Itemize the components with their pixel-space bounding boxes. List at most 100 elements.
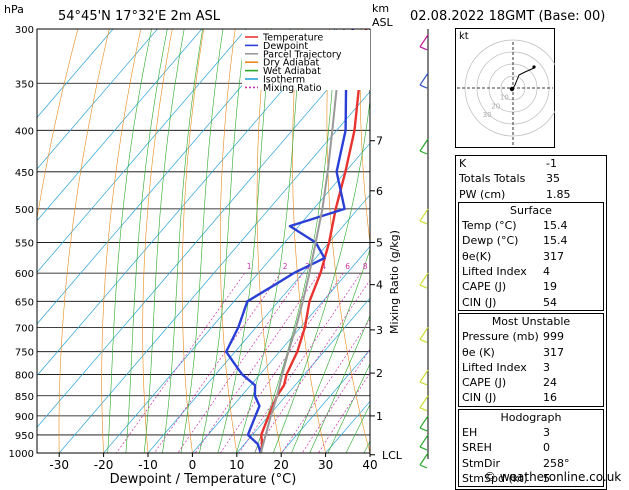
wet-adiabat-line	[162, 29, 203, 453]
mixing-ratio-line	[153, 272, 281, 453]
dry-adiabat-line	[359, 29, 370, 245]
height-tick-label: 3	[376, 324, 383, 337]
asl-unit-label: ASL	[372, 16, 394, 29]
site-credit: © weatheronline.co.uk	[484, 470, 622, 484]
mixing-ratio-label: 4	[321, 262, 326, 271]
surface-box: Surface Temp (°C) 15.4 Dewp (°C) 15.4 θe(K) 3…	[458, 201, 604, 311]
hodograph-stats-title: Hodograph	[500, 410, 562, 424]
storm-motion-point	[532, 65, 536, 69]
most-unstable-stat-value: 317	[543, 345, 564, 359]
pressure-tick-label: 650	[15, 297, 34, 308]
surface-stat-value: 317	[543, 249, 564, 263]
surface-stat-row: CIN (J) 54	[459, 295, 603, 310]
pressure-tick-label: 850	[15, 392, 34, 403]
surface-stat-label: CAPE (J)	[462, 280, 507, 294]
isotherm-line	[236, 297, 370, 453]
pressure-tick-label: 1000	[9, 449, 34, 460]
totals-row: Totals Totals 35	[456, 171, 606, 186]
mixing-ratio-label: 25	[437, 262, 447, 271]
isotherm-line	[37, 29, 336, 377]
height-tick-label: 4	[376, 279, 383, 292]
mixing-ratio-label: 15	[403, 262, 413, 271]
most-unstable-stat-label: CIN (J)	[462, 391, 497, 405]
wind-barb	[419, 395, 429, 409]
hodograph-stat-value: 5	[543, 471, 550, 485]
x-axis-title: Dewpoint / Temperature (°C)	[110, 472, 297, 486]
surface-stat-value: 15.4	[543, 234, 568, 248]
isotherm-line	[37, 29, 203, 222]
dry-adiabat-line	[326, 29, 370, 453]
surface-stat-label: Lifted Index	[462, 265, 527, 279]
wet-adiabat-line	[345, 403, 370, 453]
legend-entry: Isotherm	[263, 75, 305, 86]
mixing-ratio-axis-title: Mixing Ratio (g/kg)	[388, 230, 401, 334]
wind-barb-flag	[419, 338, 428, 343]
wind-barb	[419, 415, 429, 429]
surface-stat-label: θe(K)	[462, 249, 492, 263]
wind-barb-flag	[419, 150, 428, 155]
pressure-tick-label: 350	[15, 79, 34, 90]
hodograph-stat-value: 0	[543, 441, 550, 455]
k-index-value: -1	[546, 157, 557, 170]
wet-adiabat-line	[291, 248, 370, 453]
hodograph-stat-value: 258°	[543, 456, 570, 470]
height-tick-label: 1	[376, 410, 383, 423]
wind-barb	[419, 72, 429, 86]
isotherm-line	[191, 245, 370, 453]
isotherm-line	[103, 142, 370, 453]
most-unstable-stat-value: 999	[543, 330, 564, 344]
legend-entry: Mixing Ratio	[263, 83, 322, 94]
temperature-tick-label: 20	[274, 458, 289, 472]
parcel-trajectory-line	[259, 29, 345, 453]
most-unstable-stat-row: Pressure (mb) 999	[459, 329, 603, 344]
axes: 3003504004505005506006507007508008509009…	[9, 25, 403, 472]
legend-entry: Parcel Trajectory	[263, 49, 342, 60]
hodograph-stat-row: EH 3	[459, 425, 603, 440]
wind-barb-flag	[419, 381, 428, 386]
hodograph-trace	[512, 67, 535, 89]
most-unstable-title: Most Unstable	[491, 314, 571, 328]
legend-background	[242, 30, 370, 90]
wind-barb-flag	[419, 284, 428, 289]
dry-adiabat-line	[181, 29, 204, 453]
isotherm-line	[37, 29, 158, 170]
mixing-ratio-line	[317, 372, 370, 453]
most-unstable-stat-row: CAPE (J) 24	[459, 375, 603, 390]
surface-stat-label: CIN (J)	[462, 295, 497, 309]
hodograph-ring-label: 20	[491, 102, 500, 110]
temperature-tick-label: -10	[138, 458, 158, 472]
temperature-tick-label: 0	[189, 458, 197, 472]
surface-stat-row: Lifted Index 4	[459, 264, 603, 279]
wind-barb	[419, 138, 429, 152]
wet-adiabat-line	[217, 29, 273, 453]
hodograph-stat-row: StmSpd (kt) 5	[459, 471, 603, 486]
hodograph-stat-label: SREH	[462, 441, 492, 455]
datetime-title: 02.08.2022 18GMT (Base: 00)	[410, 9, 605, 24]
mixing-ratio-label: 20	[422, 262, 432, 271]
mixing-ratio-line	[281, 318, 370, 453]
wind-barb	[419, 272, 429, 286]
pressure-tick-label: 750	[15, 348, 34, 359]
wind-barb	[419, 34, 429, 48]
wet-adiabat-line	[309, 314, 370, 453]
mixing-ratio-label: 8	[363, 262, 368, 271]
most-unstable-stat-label: θe (K)	[462, 345, 495, 359]
most-unstable-stat-value: 3	[543, 360, 550, 374]
wet-adiabat-line	[236, 29, 303, 453]
pressure-tick-label: 400	[15, 126, 34, 137]
height-tick-label: 5	[376, 236, 383, 249]
wind-barb-flag	[419, 46, 428, 51]
surface-title: Surface	[510, 203, 552, 217]
pw-label: PW (cm)	[459, 187, 506, 201]
mixing-ratio-label: 10	[377, 262, 387, 271]
hodograph-ring-label: 10	[500, 94, 509, 102]
most-unstable-stat-row: θe (K) 317	[459, 345, 603, 360]
wind-barb-flag	[419, 427, 428, 432]
k-index-row: K -1	[456, 156, 606, 171]
pressure-tick-label: 600	[15, 269, 34, 280]
mixing-ratio-label: 2	[283, 262, 288, 271]
plot-frame	[36, 28, 371, 454]
dry-adiabat-line	[220, 29, 238, 453]
wet-adiabat-line	[199, 29, 247, 453]
